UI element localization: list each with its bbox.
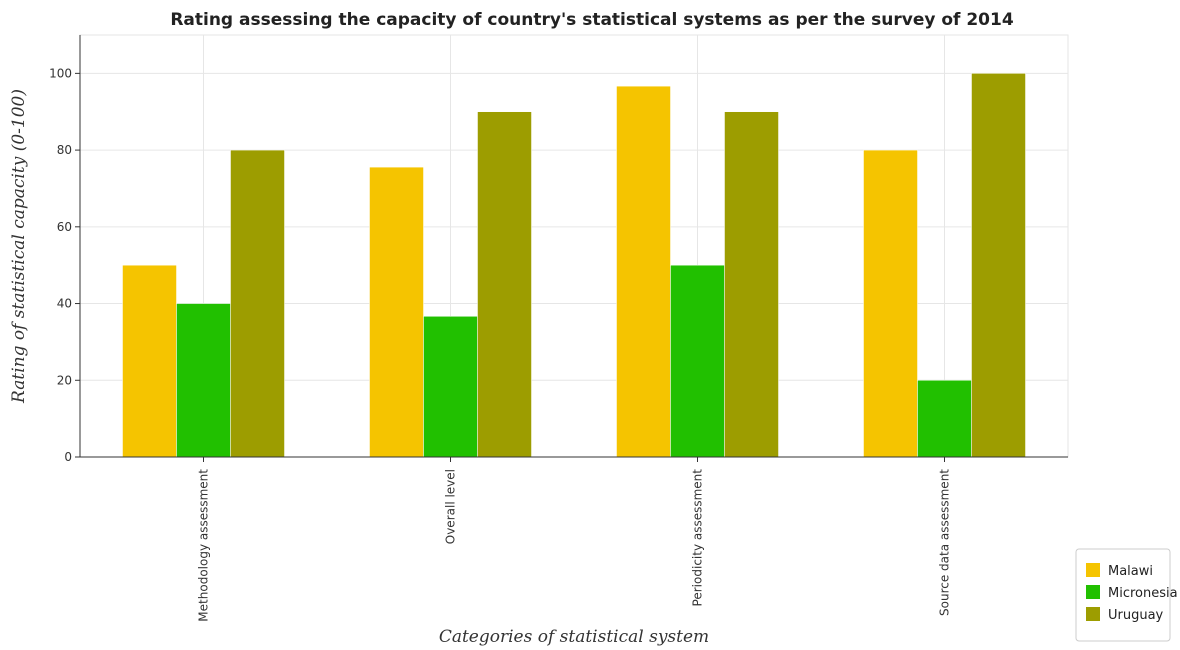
legend-swatch-uruguay <box>1086 607 1100 621</box>
x-tick-label: Source data assessment <box>938 469 952 616</box>
y-tick-label: 80 <box>57 143 72 157</box>
bar-malawi-3 <box>617 86 671 457</box>
legend-label-uruguay: Uruguay <box>1108 608 1164 623</box>
bar-uruguay-2 <box>478 112 532 457</box>
y-axis-label: Rating of statistical capacity (0-100) <box>9 89 29 404</box>
legend-swatch-malawi <box>1086 563 1100 577</box>
bar-uruguay-1 <box>231 150 285 457</box>
legend-swatch-micronesia <box>1086 585 1100 599</box>
bar-malawi-2 <box>370 167 424 457</box>
y-tick-label: 0 <box>64 450 72 464</box>
bar-malawi-1 <box>123 265 177 457</box>
x-tick-label: Overall level <box>444 469 458 544</box>
chart-title: Rating assessing the capacity of country… <box>170 10 1014 30</box>
bar-uruguay-3 <box>725 112 779 457</box>
bar-micronesia-3 <box>671 265 725 457</box>
y-tick-label: 40 <box>57 297 72 311</box>
bar-uruguay-4 <box>972 73 1026 457</box>
x-axis-label: Categories of statistical system <box>439 627 709 647</box>
bar-micronesia-2 <box>424 316 478 457</box>
legend-label-micronesia: Micronesia <box>1108 586 1178 601</box>
bar-micronesia-4 <box>918 380 972 457</box>
legend: Malawi Micronesia Uruguay <box>1076 549 1178 641</box>
y-tick-label: 100 <box>49 66 72 80</box>
legend-label-malawi: Malawi <box>1108 564 1153 579</box>
y-tick-label: 20 <box>57 373 72 387</box>
y-tick-label: 60 <box>57 220 72 234</box>
x-tick-label: Methodology assessment <box>197 469 211 622</box>
x-tick-label: Periodicity assessment <box>691 469 705 607</box>
bar-malawi-4 <box>864 150 918 457</box>
bar-micronesia-1 <box>177 304 231 457</box>
